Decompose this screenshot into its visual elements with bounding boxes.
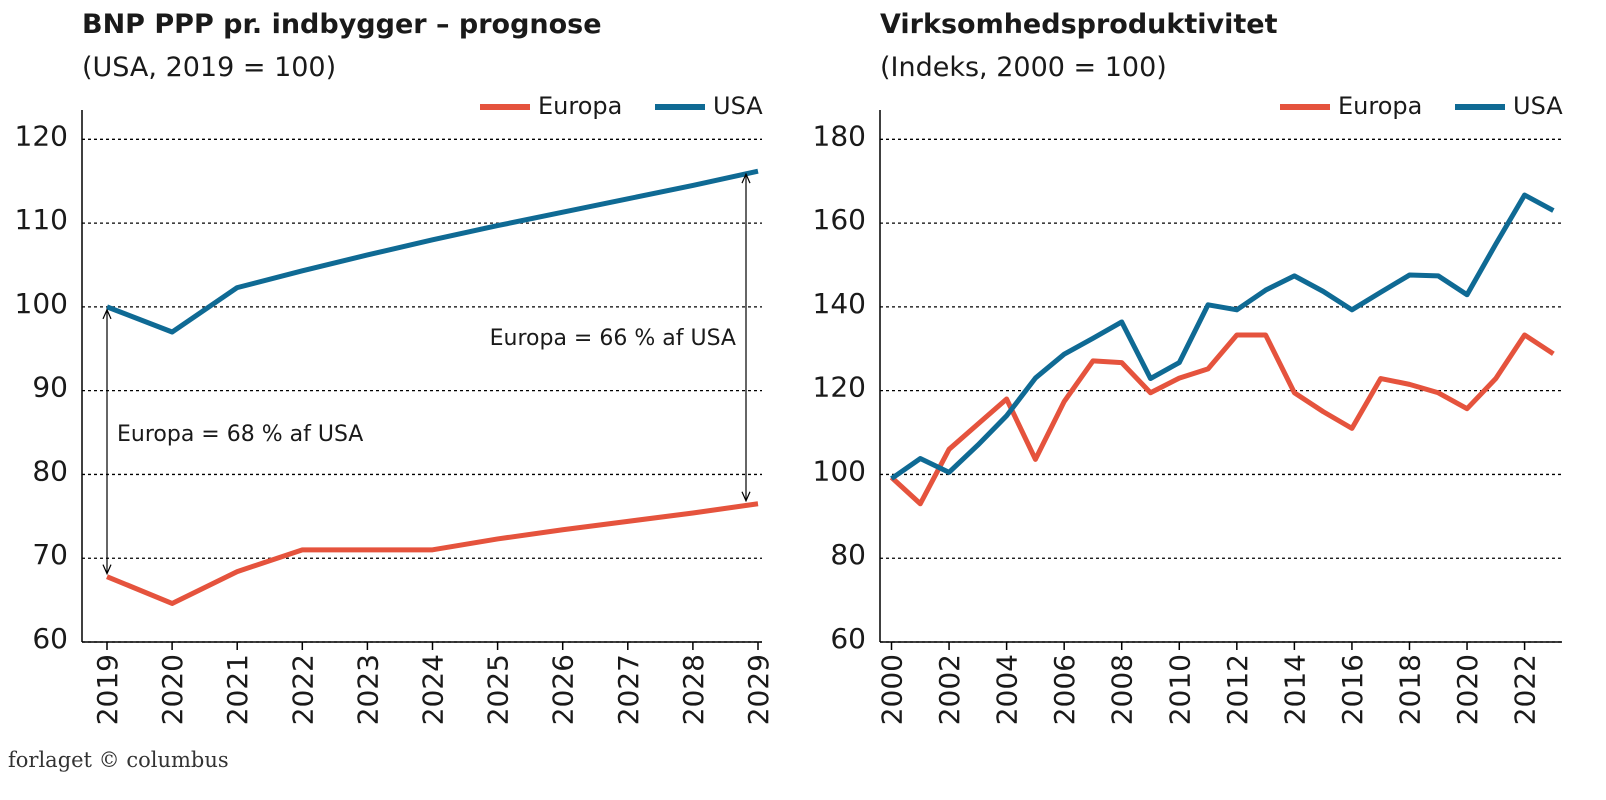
x-tick-label: 2023 — [351, 654, 384, 725]
footer: forlaget © columbus — [8, 748, 229, 772]
x-tick-label: 2029 — [742, 654, 775, 725]
x-tick-label: 2006 — [1048, 654, 1081, 725]
y-tick-label: 60 — [32, 622, 68, 655]
x-tick-label: 2008 — [1106, 654, 1139, 725]
x-tick-label: 2024 — [417, 654, 450, 725]
y-tick-label: 80 — [830, 538, 866, 571]
chart-subtitle: (USA, 2019 = 100) — [82, 52, 336, 83]
x-tick-label: 2014 — [1278, 654, 1311, 725]
x-tick-label: 2018 — [1393, 654, 1426, 725]
arrow-head — [102, 308, 112, 576]
x-tick-label: 2002 — [933, 654, 966, 725]
y-tick-label: 140 — [813, 287, 866, 320]
y-tick-label: 100 — [15, 287, 68, 320]
y-tick-label: 110 — [15, 203, 68, 236]
line-series — [890, 192, 1555, 481]
y-tick-label: 100 — [813, 454, 866, 487]
y-tick-label: 80 — [32, 454, 68, 487]
x-tick-label: 2022 — [1509, 654, 1542, 725]
annotation: Europa = 68 % af USA — [117, 422, 363, 447]
x-tick-label: 2026 — [547, 654, 580, 725]
annotation: Europa = 66 % af USA — [490, 326, 736, 351]
x-tick-label: 2012 — [1221, 654, 1254, 725]
x-tick-label: 2004 — [991, 654, 1024, 725]
chart-title: Virksomhedsproduktivitet — [880, 9, 1278, 40]
x-tick-label: 2025 — [482, 654, 515, 725]
y-tick-label: 120 — [813, 371, 866, 404]
x-tick-label: 2019 — [91, 654, 124, 725]
chart-title: BNP PPP pr. indbygger – prognose — [82, 9, 602, 40]
legend-label: Europa — [1338, 92, 1422, 120]
y-tick-label: 60 — [830, 622, 866, 655]
legend-label: USA — [713, 92, 763, 120]
x-tick-label: 2022 — [286, 654, 319, 725]
x-tick-label: 2010 — [1163, 654, 1196, 725]
line-series — [106, 501, 759, 606]
y-tick-label: 120 — [15, 119, 68, 152]
x-tick-label: 2028 — [677, 654, 710, 725]
x-tick-label: 2020 — [156, 654, 189, 725]
y-tick-label: 90 — [32, 371, 68, 404]
legend-label: Europa — [538, 92, 622, 120]
x-tick-label: 2000 — [876, 654, 909, 725]
chart-subtitle: (Indeks, 2000 = 100) — [880, 52, 1167, 83]
line-series — [889, 332, 1555, 507]
x-tick-label: 2021 — [221, 654, 254, 725]
x-tick-label: 2020 — [1451, 654, 1484, 725]
y-tick-label: 70 — [32, 538, 68, 571]
arrow-head — [741, 172, 751, 503]
x-tick-label: 2027 — [612, 654, 645, 725]
y-tick-label: 180 — [813, 119, 866, 152]
x-tick-label: 2016 — [1336, 654, 1369, 725]
line-series — [106, 168, 759, 335]
legend-label: USA — [1513, 92, 1563, 120]
y-tick-label: 160 — [813, 203, 866, 236]
